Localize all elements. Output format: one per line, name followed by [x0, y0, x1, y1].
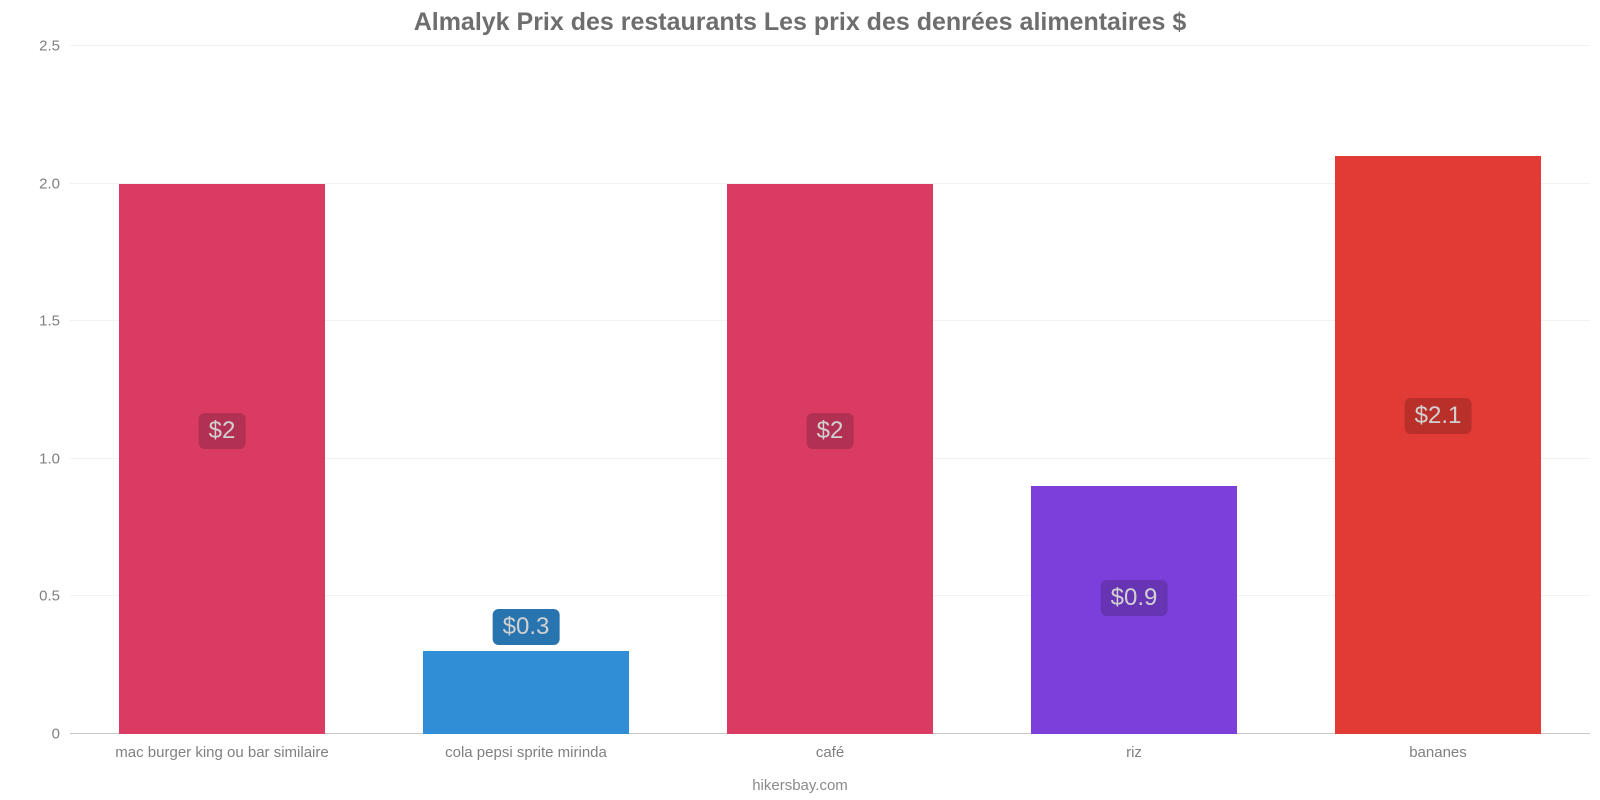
y-tick-label: 2.5	[39, 38, 60, 55]
chart-title: Almalyk Prix des restaurants Les prix de…	[0, 8, 1600, 37]
y-tick-label: 1.0	[39, 450, 60, 467]
bar-value-label: $2	[199, 413, 246, 449]
grid-line	[70, 45, 1590, 46]
bar: $2	[119, 184, 326, 734]
chart-footer: hikersbay.com	[0, 777, 1600, 794]
y-tick-label: 2.0	[39, 175, 60, 192]
y-tick-label: 0.5	[39, 588, 60, 605]
price-bar-chart: Almalyk Prix des restaurants Les prix de…	[0, 0, 1600, 800]
bar: $2	[727, 184, 934, 734]
bar-value-label: $0.9	[1101, 580, 1168, 616]
bar: $2.1	[1335, 156, 1542, 734]
bar: $0.9	[1031, 486, 1238, 734]
bar-value-label: $2	[807, 413, 854, 449]
x-tick-label: bananes	[1409, 744, 1467, 761]
bar-value-label: $2.1	[1405, 398, 1472, 434]
x-tick-label: café	[816, 744, 844, 761]
y-tick-label: 1.5	[39, 313, 60, 330]
x-tick-label: cola pepsi sprite mirinda	[445, 744, 607, 761]
bar-value-label: $0.3	[493, 609, 560, 645]
y-tick-label: 0	[52, 726, 60, 743]
bar: $0.3	[423, 651, 630, 734]
plot-area: 00.51.01.52.02.5$2mac burger king ou bar…	[70, 46, 1590, 734]
x-tick-label: mac burger king ou bar similaire	[115, 744, 328, 761]
x-tick-label: riz	[1126, 744, 1142, 761]
